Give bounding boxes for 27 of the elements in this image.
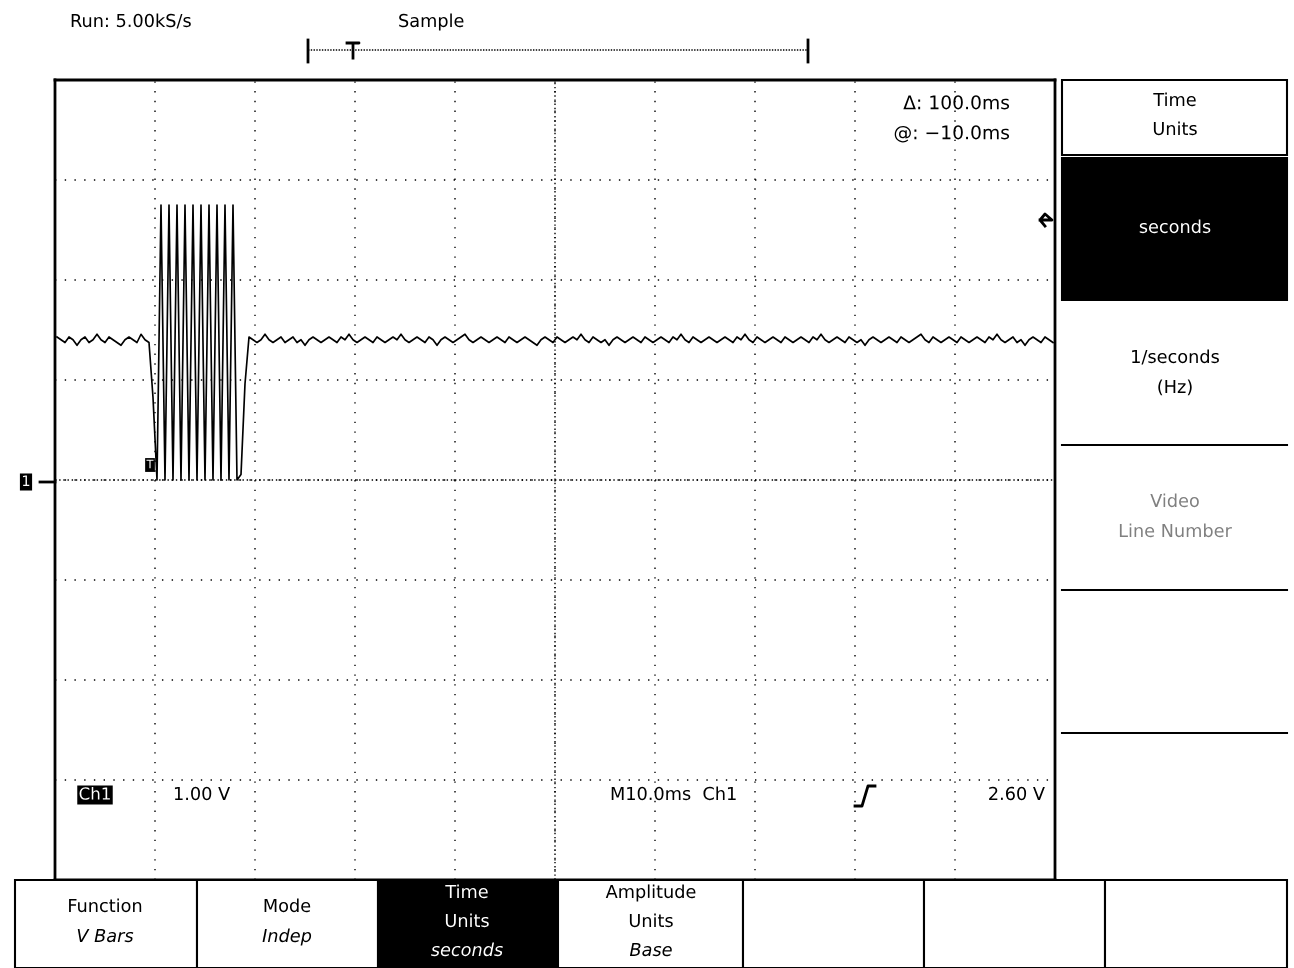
text: Indep bbox=[262, 928, 312, 946]
text: Δ: 100.0ms bbox=[903, 95, 1010, 110]
text: Time bbox=[445, 884, 488, 899]
text: seconds bbox=[431, 942, 503, 957]
text: 1.00 V bbox=[174, 786, 231, 801]
text: Run: 5.00kS/s bbox=[71, 13, 191, 29]
text: Video bbox=[1150, 493, 1199, 508]
text: V Bars bbox=[77, 928, 134, 943]
annotation: T bbox=[146, 459, 154, 469]
text: @: −10.0ms bbox=[894, 125, 1010, 143]
text: M10.0ms Ch1 bbox=[611, 786, 736, 801]
text: Ch1 bbox=[79, 786, 110, 800]
text: 1 bbox=[22, 475, 30, 487]
text: Units bbox=[445, 913, 489, 928]
text: Amplitude bbox=[605, 884, 696, 902]
text: Sample bbox=[399, 13, 464, 31]
text: Base bbox=[629, 942, 672, 957]
text: Time bbox=[1153, 92, 1196, 107]
text: seconds bbox=[1139, 219, 1211, 234]
text: Function bbox=[69, 898, 142, 913]
text: 1/seconds bbox=[1132, 349, 1219, 365]
text: Line Number bbox=[1119, 523, 1232, 538]
text: Mode bbox=[264, 898, 311, 913]
text: Units bbox=[629, 913, 673, 928]
text: Units bbox=[1153, 121, 1197, 136]
text: (Hz) bbox=[1158, 379, 1192, 396]
text: 2.60 V bbox=[989, 786, 1045, 801]
